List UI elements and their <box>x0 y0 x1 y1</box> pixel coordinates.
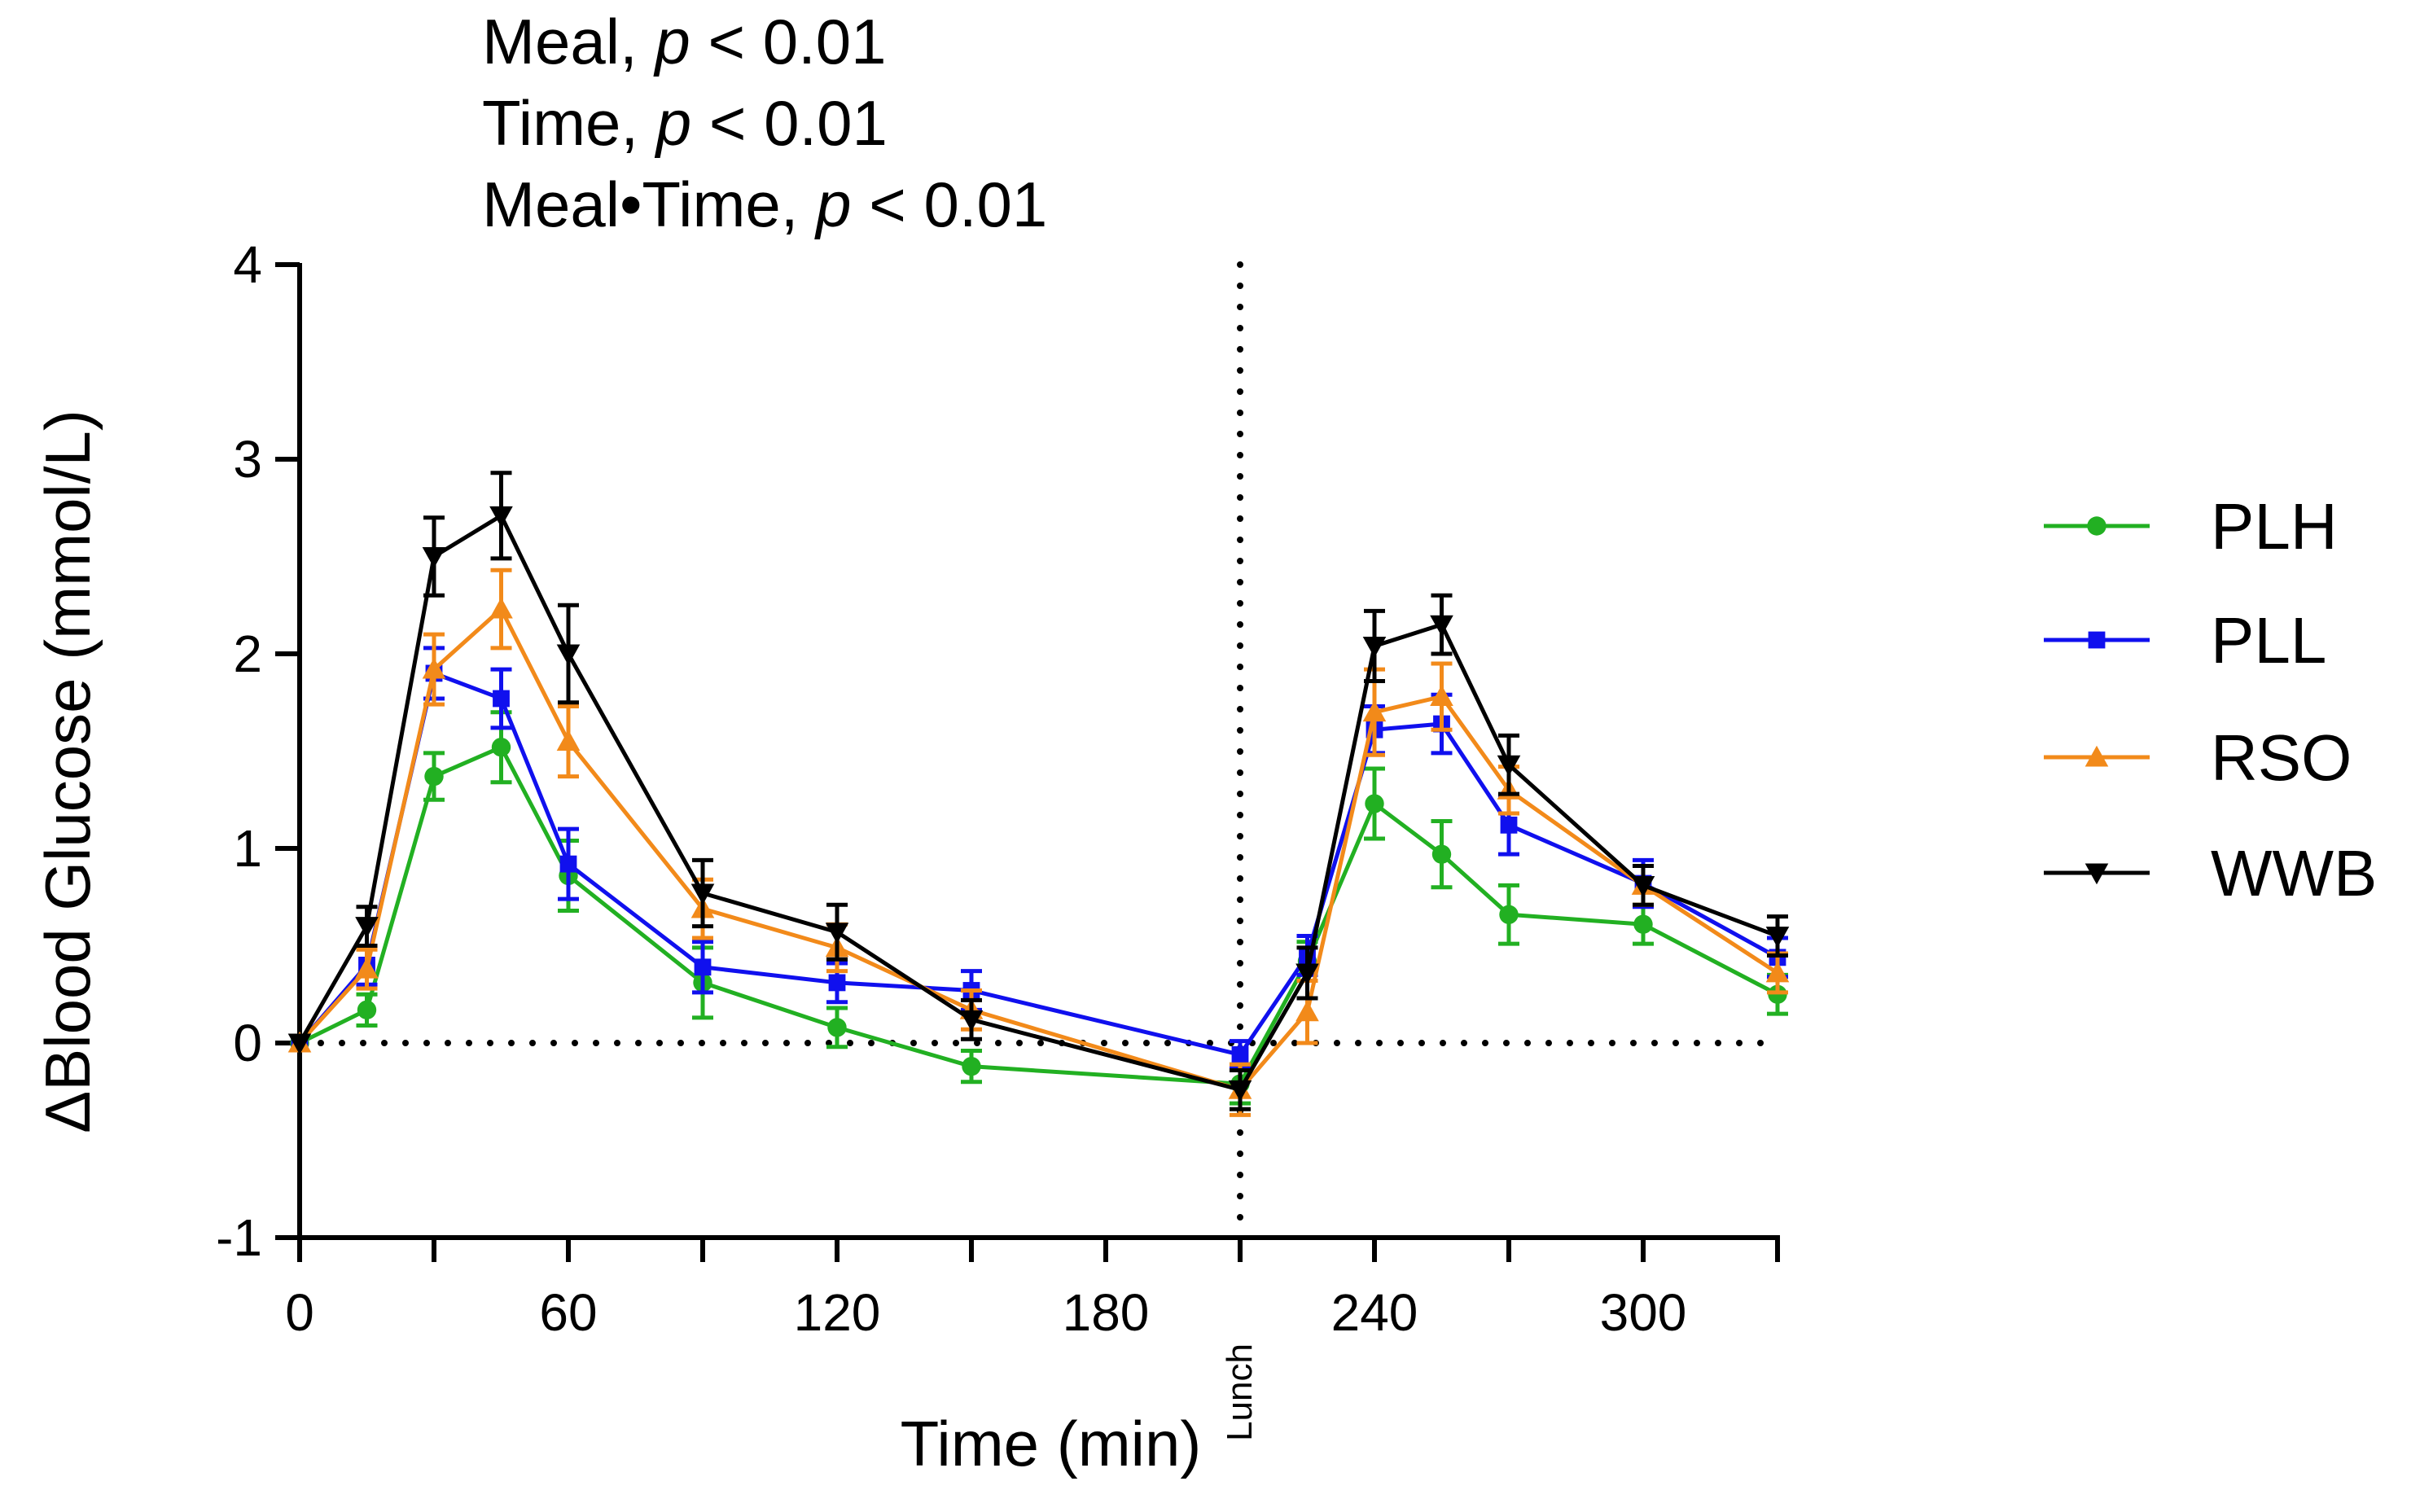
data-point <box>424 766 444 787</box>
x-tick-label: 60 <box>539 1283 597 1342</box>
stats-annotation: Time, p < 0.01 <box>482 87 888 159</box>
stats-annotation: Meal•Time, p < 0.01 <box>482 169 1047 240</box>
y-axis-title: ΔBlood Glucose (mmol/L) <box>32 410 103 1133</box>
x-tick-label: 300 <box>1600 1283 1687 1342</box>
data-point <box>1765 961 1790 983</box>
data-point <box>1765 927 1790 948</box>
data-point <box>1365 794 1384 813</box>
x-tick-label: 120 <box>794 1283 881 1342</box>
series-line <box>298 607 1779 1092</box>
stats-value: < 0.01 <box>691 87 888 159</box>
data-point <box>690 883 715 905</box>
data-point <box>1430 685 1453 707</box>
data-point <box>1430 615 1453 637</box>
data-point <box>1295 963 1319 985</box>
x-axis-title: Time (min) <box>901 1408 1202 1479</box>
series-rso <box>287 568 1790 1117</box>
data-point <box>489 597 513 619</box>
stats-value: < 0.01 <box>690 6 887 77</box>
data-point <box>1499 905 1519 924</box>
data-point <box>1228 1080 1252 1102</box>
data-point <box>962 1056 981 1076</box>
data-point <box>287 1033 312 1055</box>
stats-p-symbol: p <box>653 6 690 77</box>
data-point <box>1500 816 1518 834</box>
legend-label: WWB <box>2211 837 2377 909</box>
series-wwb <box>287 471 1790 1111</box>
legend-marker <box>2087 516 2106 536</box>
stats-p-symbol: p <box>814 169 851 240</box>
data-point <box>825 923 849 944</box>
y-tick-label: 2 <box>233 625 262 683</box>
data-point <box>559 855 577 873</box>
data-point <box>357 1000 377 1020</box>
data-point <box>1362 700 1387 722</box>
data-point <box>827 1018 847 1037</box>
x-tick-label: 180 <box>1063 1283 1150 1342</box>
data-point <box>422 547 446 568</box>
data-point <box>1631 875 1655 897</box>
data-point <box>694 958 712 976</box>
y-tick-label: 3 <box>233 430 262 489</box>
legend-marker <box>2084 745 2109 767</box>
event-label: Lunch <box>1220 1343 1260 1441</box>
series-line <box>298 671 1779 1057</box>
legend-marker <box>2088 631 2106 649</box>
data-point <box>828 974 846 992</box>
plot-series <box>287 471 1790 1117</box>
stats-annotation: Meal, p < 0.01 <box>482 6 887 77</box>
data-point <box>1497 755 1521 777</box>
x-tick-label: 0 <box>285 1283 314 1342</box>
data-point <box>556 644 581 666</box>
legend-label: PLH <box>2211 490 2338 563</box>
series-line <box>297 513 1778 1092</box>
legend-label: PLL <box>2211 604 2326 677</box>
series-pll <box>291 646 1788 1071</box>
y-tick-label: 1 <box>233 819 262 878</box>
data-point <box>491 738 511 757</box>
y-tick-label: 4 <box>233 235 262 294</box>
axes: -1 0 1 2 3 4 0 60 120 180 240 300 <box>216 235 1780 1342</box>
stats-label: Meal, <box>482 6 655 77</box>
data-point <box>1431 844 1452 864</box>
legend-item-pll: PLL <box>2044 604 2326 677</box>
reference-lines <box>296 261 1781 1241</box>
stats-label: Time, <box>482 87 656 159</box>
chart-text: Lunch Time (min) ΔBlood Glucose (mmol/L) Me… <box>32 6 1260 1479</box>
legend: PLH PLL RSO WWB <box>2044 490 2377 909</box>
data-point <box>1231 1045 1249 1063</box>
data-point <box>422 657 446 679</box>
legend-marker <box>2084 863 2109 885</box>
legend-label: RSO <box>2211 721 2352 794</box>
data-point <box>493 690 510 708</box>
legend-item-plh: PLH <box>2044 490 2338 563</box>
y-tick-label: -1 <box>216 1208 262 1267</box>
series-line <box>298 745 1779 1086</box>
data-point <box>355 917 379 938</box>
data-point <box>556 730 581 751</box>
stats-label: Meal•Time, <box>482 169 816 240</box>
data-point <box>959 1010 984 1032</box>
stats-p-symbol: p <box>655 87 691 159</box>
stats-value: < 0.01 <box>852 169 1048 240</box>
data-point <box>1295 1000 1319 1022</box>
data-point <box>1633 914 1653 934</box>
data-point <box>355 957 379 979</box>
y-tick-label: 0 <box>233 1014 262 1072</box>
data-point <box>489 506 513 528</box>
legend-item-wwb: WWB <box>2044 837 2377 909</box>
data-point <box>1362 637 1387 658</box>
x-tick-label: 240 <box>1331 1283 1418 1342</box>
legend-item-rso: RSO <box>2044 721 2352 794</box>
